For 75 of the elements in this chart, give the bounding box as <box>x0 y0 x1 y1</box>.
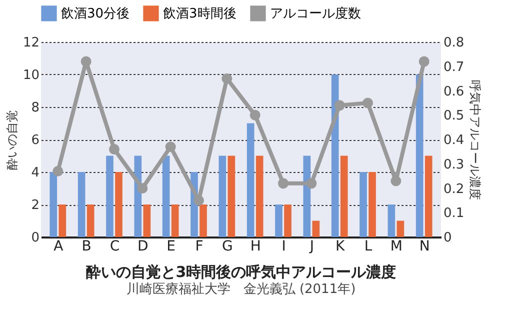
y2-tick-label: 0.5 <box>444 108 464 124</box>
legend-label: アルコール度数 <box>270 5 361 22</box>
y-tick-label: 0 <box>31 230 40 246</box>
bar <box>340 156 348 237</box>
bar <box>50 172 58 237</box>
point <box>306 178 317 189</box>
bar <box>312 220 320 237</box>
x-tick-label: A <box>54 238 64 254</box>
point <box>52 166 64 176</box>
point <box>80 56 92 67</box>
point <box>165 142 176 152</box>
x-tick-label: L <box>364 238 372 254</box>
y-tick-label: 2 <box>31 198 40 213</box>
text: 川崎医療福祉大学 金光義弘 (2011年) <box>126 282 356 297</box>
bar <box>86 204 94 237</box>
y2-tick-label: 0.8 <box>444 36 464 50</box>
bar <box>396 220 404 237</box>
bar <box>275 204 282 237</box>
bar <box>416 74 424 237</box>
bar <box>360 172 367 237</box>
x-tick-label: J <box>308 238 314 254</box>
y-axis-title: 酔いの自覚 <box>4 110 19 170</box>
bar <box>106 156 114 237</box>
bar <box>218 156 226 237</box>
y-tick-label: 8 <box>31 100 40 116</box>
y2-tick-label: 0.1 <box>444 206 464 222</box>
bar <box>78 172 86 237</box>
bar <box>368 172 376 237</box>
bar <box>200 204 207 237</box>
bar <box>246 123 254 237</box>
y2-axis-title: 呼気中アルコール濃度 <box>468 80 482 200</box>
y-tick-label: 12 <box>22 36 40 50</box>
y2-tick-label: 0.4 <box>444 133 464 148</box>
x-tick-label: D <box>138 238 148 254</box>
y-tick-label: 4 <box>31 166 40 180</box>
y2-tick-label: 0.2 <box>444 182 464 197</box>
y2-tick-label: 0.6 <box>444 84 464 100</box>
y-tick-label: 10 <box>22 68 40 83</box>
point <box>108 144 120 154</box>
point <box>334 100 345 111</box>
x-tick-label: G <box>222 238 233 254</box>
point <box>390 176 402 186</box>
legend-label: 飲酒3時間後 <box>163 6 236 22</box>
bar <box>162 156 170 237</box>
bar <box>284 204 292 237</box>
x-tick-label: K <box>336 238 346 254</box>
x-tick-label: B <box>82 238 92 254</box>
point <box>278 178 288 189</box>
x-tick-label: N <box>419 238 430 254</box>
bar <box>228 156 236 237</box>
y-tick-label: 6 <box>31 133 40 148</box>
x-tick-label: F <box>195 238 204 254</box>
bar <box>143 204 151 237</box>
bar <box>171 204 179 237</box>
x-tick-label: M <box>390 238 402 254</box>
bar <box>424 156 432 237</box>
point <box>362 98 374 108</box>
x-tick-label: H <box>250 238 261 254</box>
point <box>250 110 260 120</box>
y2-tick-label: 0 <box>444 230 452 246</box>
bar <box>256 156 264 237</box>
legend-label: 飲酒30分後 <box>61 6 130 22</box>
y2-tick-label: 0.7 <box>444 60 464 75</box>
bar <box>388 204 396 237</box>
point <box>194 195 204 206</box>
x-tick-label: I <box>282 238 286 254</box>
x-tick-label: C <box>110 238 120 254</box>
point <box>137 183 148 194</box>
bar <box>115 172 122 237</box>
point <box>222 73 232 84</box>
bar <box>58 204 66 237</box>
text: 酔いの自覚と3時間後の呼気中アルコール濃度 <box>86 263 396 281</box>
point <box>418 56 430 67</box>
y2-tick-label: 0.3 <box>444 157 464 172</box>
x-tick-label: E <box>166 238 176 254</box>
